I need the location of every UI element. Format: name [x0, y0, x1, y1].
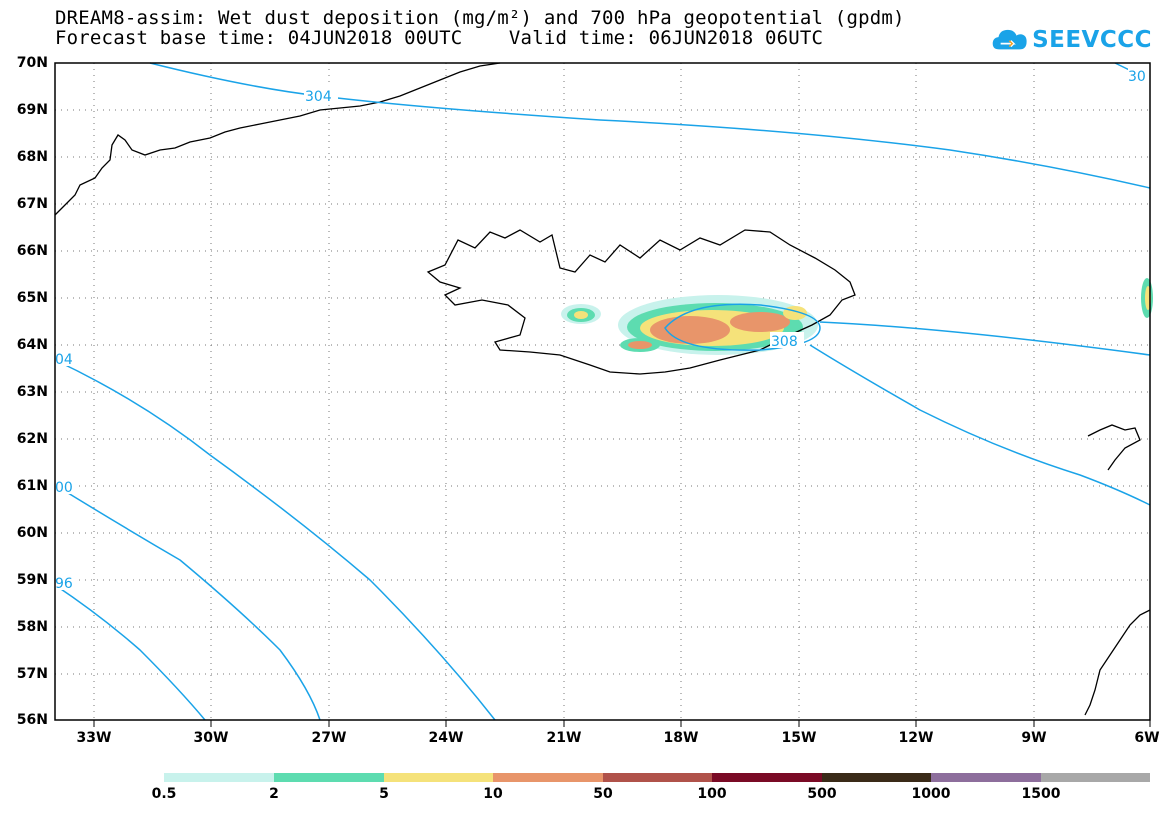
- contour-label-96: 96: [55, 576, 73, 592]
- colorbar-label: 1000: [911, 786, 951, 802]
- lat-label: 58N: [16, 619, 48, 635]
- contour-label-304: 304: [305, 89, 332, 105]
- lon-label: 21W: [546, 730, 582, 746]
- colorbar-label: 0.5: [151, 786, 177, 802]
- greenland-coast: [54, 62, 501, 216]
- seevccc-logo: SEEVCCC: [992, 22, 1152, 58]
- colorbar-label: 5: [379, 786, 389, 802]
- lat-label: 60N: [16, 525, 48, 541]
- contour-label-30: 30: [1128, 69, 1146, 85]
- colorbar-label: 50: [593, 786, 613, 802]
- contour-300: [54, 484, 321, 721]
- colorbar-label: 500: [807, 786, 837, 802]
- cloud-icon: [992, 29, 1027, 50]
- lat-label: 70N: [16, 55, 48, 71]
- chart-subtitle: Forecast base time: 04JUN2018 00UTC Vali…: [55, 27, 824, 49]
- lon-label: 6W: [1134, 730, 1160, 746]
- colorbar-label: 1500: [1021, 786, 1061, 802]
- colorbar-swatch-2: [274, 773, 384, 782]
- contour-304: [149, 62, 1151, 189]
- lat-label: 68N: [16, 149, 48, 165]
- map-frame: [54, 62, 1151, 721]
- lat-label: 62N: [16, 431, 48, 447]
- lon-label: 27W: [311, 730, 347, 746]
- faroe-coast: [1087, 424, 1141, 471]
- lat-label: 63N: [16, 384, 48, 400]
- colorbar-swatch-3: [384, 773, 493, 782]
- colorbar-swatch-1: [164, 773, 274, 782]
- lon-label: 9W: [1021, 730, 1047, 746]
- lon-label: 18W: [663, 730, 699, 746]
- lat-label: 64N: [16, 337, 48, 353]
- lat-label: 59N: [16, 572, 48, 588]
- contour-label-308: 308: [771, 334, 798, 350]
- contour-296: [54, 584, 206, 721]
- contour-304-south: [54, 359, 496, 721]
- colorbar-label: 100: [697, 786, 727, 802]
- lon-label: 15W: [781, 730, 817, 746]
- colorbar-label: 10: [483, 786, 503, 802]
- chart-title: DREAM8-assim: Wet dust deposition (mg/m²…: [55, 7, 905, 29]
- colorbar-swatch-7: [822, 773, 931, 782]
- lat-label: 61N: [16, 478, 48, 494]
- lon-label: 12W: [898, 730, 934, 746]
- contour-label-00: 00: [55, 480, 73, 496]
- colorbar-swatch-9: [1041, 773, 1150, 782]
- lat-label: 65N: [16, 290, 48, 306]
- lat-label: 56N: [16, 712, 48, 728]
- colorbar-swatch-8: [931, 773, 1041, 782]
- contour-308-south: [809, 344, 1151, 506]
- contour-labels: 304 308 30 04 00 96: [55, 67, 1150, 592]
- lat-label: 69N: [16, 102, 48, 118]
- colorbar-label: 2: [269, 786, 279, 802]
- lon-label: 24W: [428, 730, 464, 746]
- contour-label-04: 04: [55, 352, 73, 368]
- contour-308-east: [819, 321, 1151, 356]
- coastlines: [54, 62, 1151, 716]
- lat-label: 66N: [16, 243, 48, 259]
- dust-deposition-field: [561, 278, 1153, 355]
- contour-308: [664, 303, 821, 351]
- colorbar-swatch-4: [493, 773, 603, 782]
- geopotential-contours: [54, 62, 1151, 721]
- axis-ticks: [93, 720, 1151, 727]
- colorbar: [164, 773, 1150, 782]
- iceland-coast: [426, 229, 856, 375]
- lat-label: 67N: [16, 196, 48, 212]
- lon-label: 30W: [193, 730, 229, 746]
- colorbar-swatch-6: [712, 773, 822, 782]
- logo-text: SEEVCCC: [1032, 27, 1152, 53]
- colorbar-swatch-5: [603, 773, 712, 782]
- lat-label: 57N: [16, 666, 48, 682]
- grid-lines: [55, 63, 1150, 720]
- lon-label: 33W: [76, 730, 112, 746]
- uk-coast: [1084, 609, 1151, 716]
